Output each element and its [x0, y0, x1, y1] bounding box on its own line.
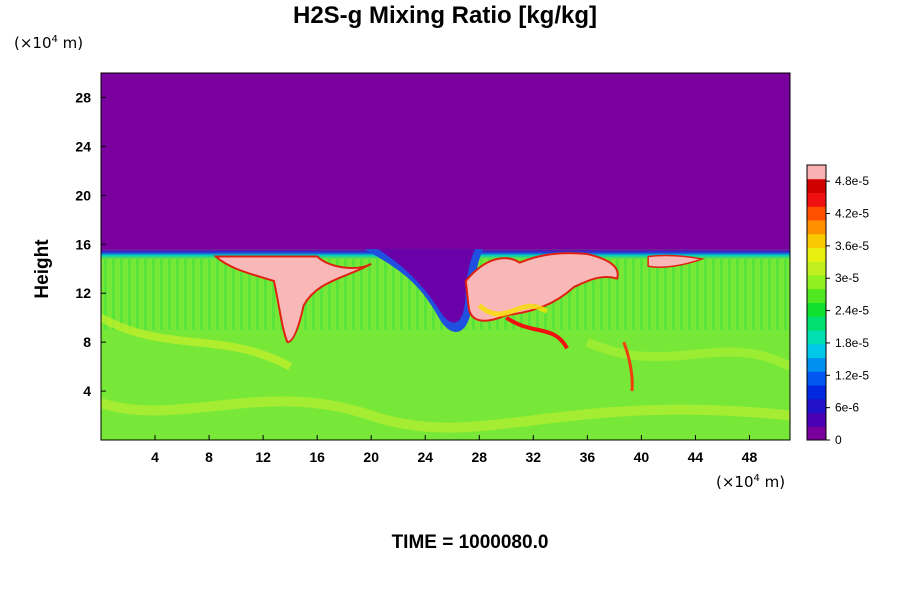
- field-plume-filament: [477, 303, 549, 317]
- field-trough-core: [377, 249, 476, 323]
- x-tick-label: 28: [471, 449, 487, 465]
- field-plume-filament: [505, 315, 569, 350]
- colorbar-segment: [807, 398, 826, 413]
- colorbar-segment: [807, 247, 826, 262]
- colorbar-segment: [807, 316, 826, 331]
- y-tick-label: 28: [75, 89, 91, 105]
- y-tick-label: 4: [83, 383, 91, 399]
- colorbar-segment: [807, 288, 826, 303]
- colorbar-segment: [807, 206, 826, 221]
- colorbar-segment: [807, 371, 826, 386]
- field-plume-far-east: [647, 254, 706, 268]
- colorbar-tick-label: 1.8e-5: [835, 336, 869, 350]
- colorbar-segment: [807, 343, 826, 358]
- colorbar-segment: [807, 233, 826, 248]
- y-unit-tail: m): [57, 34, 84, 52]
- colorbar-tick-label: 1.2e-5: [835, 368, 869, 382]
- y-unit-text: (×10: [14, 34, 52, 52]
- colorbar-segment: [807, 275, 826, 290]
- colorbar-tick-label: 3.6e-5: [835, 239, 869, 253]
- field-plume-west-edge: [213, 255, 372, 344]
- colorbar-tick-label: 2.4e-5: [835, 304, 869, 318]
- colorbar-segment: [807, 261, 826, 276]
- field-swirl: [101, 396, 790, 433]
- x-tick-label: 4: [151, 449, 159, 465]
- colorbar: 0 6e-6 1.2e-5 1.8e-5 2.4e-5 3e-5 3.6e-5 4.2e-5 4…: [806, 164, 869, 447]
- colorbar-tick-label: 4.8e-5: [835, 174, 869, 188]
- colorbar-segment: [807, 385, 826, 400]
- plot-frame: [100, 72, 791, 441]
- colorbar-segment: [807, 357, 826, 372]
- colorbar-tick-label: 3e-5: [835, 271, 859, 285]
- colorbar-tick-label: 4.2e-5: [835, 207, 869, 221]
- x-tick-label: 48: [742, 449, 758, 465]
- x-unit-exponent: 4: [753, 473, 760, 484]
- x-unit-tail: m): [759, 473, 786, 491]
- colorbar-segment: [807, 412, 826, 427]
- y-axis: 4 8 12 16 20 24 28: [75, 89, 106, 399]
- colorbar-segment: [807, 220, 826, 235]
- y-unit-exponent: 4: [51, 34, 58, 45]
- field-swirl: [585, 338, 790, 371]
- x-tick-label: 20: [363, 449, 379, 465]
- time-label: TIME = 1000080.0: [391, 532, 549, 553]
- x-tick-label: 8: [205, 449, 213, 465]
- x-tick-label: 12: [255, 449, 271, 465]
- field-swirl: [101, 314, 293, 371]
- x-tick-label: 24: [417, 449, 433, 465]
- y-tick-label: 20: [75, 187, 91, 203]
- x-tick-label: 40: [634, 449, 650, 465]
- colorbar-frame: [806, 164, 827, 441]
- x-unit-text: (×10: [716, 473, 754, 491]
- y-tick-label: 12: [75, 285, 91, 301]
- colorbar-tick-label: 6e-6: [835, 401, 859, 415]
- field-plume-east: [465, 253, 618, 321]
- y-tick-label: 8: [83, 334, 91, 350]
- x-tick-label: 32: [526, 449, 542, 465]
- y-tick-label: 24: [75, 138, 91, 154]
- field-plume-filament: [622, 341, 634, 392]
- x-axis-unit: (×104 m): [716, 473, 785, 491]
- chart-title: H2S-g Mixing Ratio [kg/kg]: [292, 2, 597, 29]
- x-tick-label: 44: [688, 449, 704, 465]
- colorbar-segment: [807, 178, 826, 193]
- colorbar-tick-label: 0: [835, 433, 842, 447]
- colorbar-segment: [807, 426, 826, 441]
- field-plume-west: [215, 256, 372, 343]
- colorbar-segment: [807, 302, 826, 317]
- y-tick-label: 16: [75, 236, 91, 252]
- contour-field: [101, 73, 790, 440]
- x-tick-label: 36: [580, 449, 596, 465]
- colorbar-segment: [807, 192, 826, 207]
- x-axis: 4 8 12 16 20 24 28 32 36 40 44 48: [151, 435, 757, 465]
- x-tick-label: 16: [309, 449, 325, 465]
- y-axis-unit: (×104 m): [14, 34, 83, 52]
- colorbar-segment: [807, 165, 826, 180]
- colorbar-segment: [807, 330, 826, 345]
